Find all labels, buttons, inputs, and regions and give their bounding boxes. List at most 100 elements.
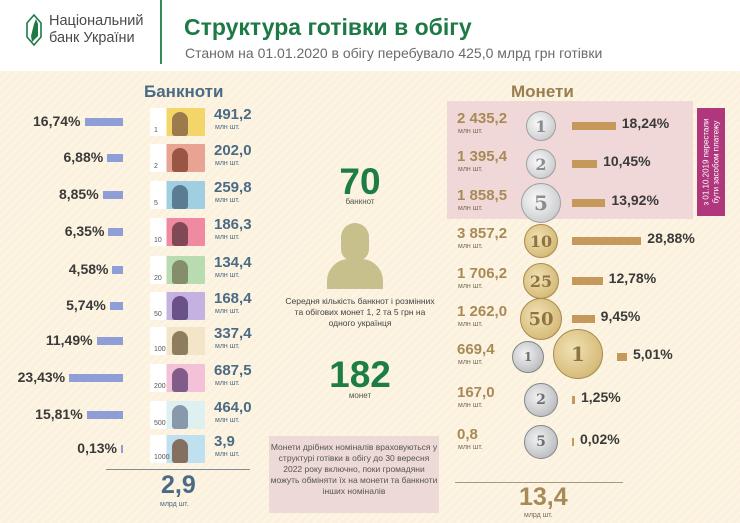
banknote-image: 10 <box>150 218 205 246</box>
banknote-image: 2 <box>150 144 205 172</box>
banknote-count-unit: млн шт. <box>215 308 240 315</box>
coin-row: 1 395,4 млн шт. 2 10,45% <box>447 144 737 184</box>
coin-row: 1 706,2 млн шт. 25 12,78% <box>447 261 737 301</box>
nbu-logo-icon <box>26 14 42 46</box>
banknote-share: 23,43% <box>17 369 66 385</box>
banknote-share: 4,58% <box>68 261 109 277</box>
banknote-image: 100 <box>150 327 205 355</box>
banknote-share-bar <box>96 337 123 345</box>
page-title: Структура готівки в обігу <box>184 14 472 40</box>
banknote-share: 6,88% <box>63 149 104 165</box>
banknote-share: 8,85% <box>58 186 99 202</box>
coin-count: 3 857,2 <box>457 225 508 242</box>
banknote-count: 202,0 <box>214 142 252 159</box>
header: Національний банк України Структура готі… <box>0 0 740 71</box>
coin-count-unit: млн шт. <box>458 283 483 290</box>
coin-share-bar <box>572 122 616 130</box>
coins-total-divider <box>455 482 623 483</box>
coin-count: 167,0 <box>457 384 495 401</box>
coin-image: 10 <box>524 224 558 258</box>
banknote-count: 491,2 <box>214 106 252 123</box>
banknote-share-bar <box>84 118 123 126</box>
banknote-row: 0,13% 1000 3,9 млн шт. <box>0 433 270 467</box>
banknotes-title: Банкноти <box>144 82 224 101</box>
coins-total-unit: млрд шт. <box>524 512 553 519</box>
coin-count-unit: млн шт. <box>458 321 483 328</box>
coin-count-unit: млн шт. <box>458 205 483 212</box>
bank-name-line1: Національний <box>49 13 144 29</box>
banknote-count-unit: млн шт. <box>215 343 240 350</box>
banknote-share-bar <box>112 266 123 274</box>
bank-name: Національний банк України <box>49 13 143 47</box>
coin-image: 1 <box>512 341 544 373</box>
coin-count-unit: млн шт. <box>458 359 483 366</box>
coin-image: 2 <box>524 383 558 417</box>
coin-image: 25 <box>523 263 559 299</box>
banknote-row: 16,74% 1 491,2 млн шт. <box>0 106 270 140</box>
coin-row: 2 435,2 млн шт. 1 18,24% <box>447 106 737 146</box>
coin-image-brass-1-uah: 1 <box>553 329 603 379</box>
coin-image: 2 <box>526 149 556 179</box>
coin-row: 3 857,2 млн шт. 10 28,88% <box>447 221 737 261</box>
banknote-count-unit: млн шт. <box>215 451 240 458</box>
banknote-count-unit: млн шт. <box>215 272 240 279</box>
coin-share: 13,92% <box>611 192 659 208</box>
coin-image: 5 <box>521 183 561 223</box>
banknote-row: 4,58% 20 134,4 млн шт. <box>0 254 270 288</box>
coin-count-unit: млн шт. <box>458 243 483 250</box>
coin-count: 2 435,2 <box>457 110 508 127</box>
coin-share: 12,78% <box>608 270 657 286</box>
person-icon <box>327 223 383 289</box>
coin-count: 0,8 <box>457 426 478 443</box>
banknote-share: 15,81% <box>35 406 83 422</box>
banknote-count-unit: млн шт. <box>215 380 240 387</box>
coin-count: 1 858,5 <box>457 187 508 204</box>
banknote-image: 20 <box>150 256 205 284</box>
banknote-count: 168,4 <box>214 290 252 307</box>
coins-total: 13,4 <box>519 483 568 511</box>
coin-share: 10,45% <box>603 153 651 169</box>
coin-share-bar <box>572 315 595 323</box>
coin-share-bar <box>617 353 627 361</box>
banknotes-total: 2,9 <box>161 471 196 499</box>
banknote-share-bar <box>102 191 123 199</box>
banknote-count-unit: млн шт. <box>215 417 240 424</box>
coin-row: 167,0 млн шт. 2 1,25% <box>447 380 737 420</box>
coin-share-bar <box>572 237 642 245</box>
coin-count: 1 706,2 <box>457 265 508 282</box>
coin-image: 1 <box>526 111 556 141</box>
coins-per-person: 182 <box>329 354 391 395</box>
banknote-count: 687,5 <box>214 362 252 379</box>
coin-row: 1 858,5 млн шт. 5 13,92% <box>447 183 737 223</box>
banknote-row: 6,88% 2 202,0 млн шт. <box>0 142 270 176</box>
banknote-count-unit: млн шт. <box>215 234 240 241</box>
coin-count: 1 395,4 <box>457 148 508 165</box>
withdrawn-coins-highlight <box>447 101 693 219</box>
banknotes-total-divider <box>106 469 250 470</box>
banknote-count: 134,4 <box>214 254 252 271</box>
banknote-share-bar <box>86 411 123 419</box>
banknote-count: 337,4 <box>214 325 252 342</box>
banknote-count: 259,8 <box>214 179 252 196</box>
coin-image: 5 <box>524 425 558 459</box>
banknotes-per-person: 70 <box>339 161 381 202</box>
per-person-description: Середня кількість банкнот і розмінних та… <box>285 296 435 328</box>
banknote-share: 11,49% <box>45 332 93 348</box>
banknote-count: 3,9 <box>214 433 235 450</box>
banknote-share-bar <box>109 302 123 310</box>
header-divider <box>160 0 162 64</box>
banknote-count: 186,3 <box>214 216 252 233</box>
coin-row: 0,8 млн шт. 5 0,02% <box>447 422 737 462</box>
coin-count: 1 262,0 <box>457 303 508 320</box>
page-subtitle: Станом на 01.01.2020 в обігу перебувало … <box>185 45 603 61</box>
banknotes-per-person-label: банкнот <box>345 197 375 206</box>
coin-image: 50 <box>520 298 562 340</box>
coin-share: 9,45% <box>600 308 641 324</box>
banknote-row: 8,85% 5 259,8 млн шт. <box>0 179 270 213</box>
banknote-share-bar <box>69 374 123 382</box>
banknote-count: 464,0 <box>214 399 252 416</box>
bank-name-line2: банк України <box>49 30 135 46</box>
coin-count: 669,4 <box>457 341 495 358</box>
infographic-body: Банкноти Монети 16,74% 1 491,2 млн шт. 6,88%… <box>0 71 740 523</box>
banknote-row: 23,43% 200 687,5 млн шт. <box>0 362 270 396</box>
